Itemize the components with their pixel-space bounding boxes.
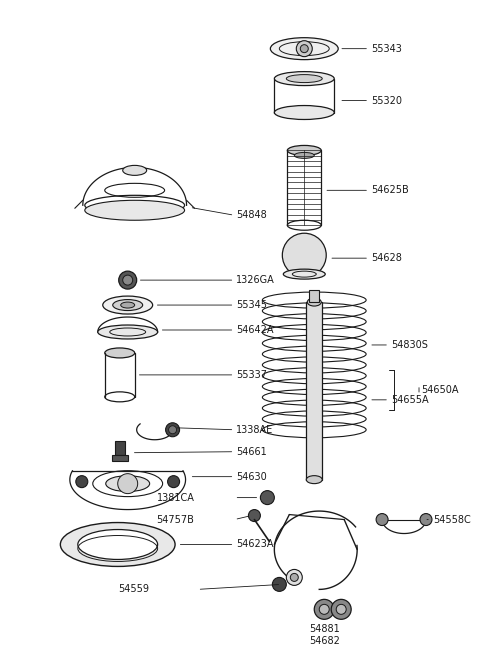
- Ellipse shape: [275, 106, 334, 120]
- Bar: [115, 441, 125, 455]
- Circle shape: [166, 422, 180, 437]
- Text: 54642A: 54642A: [237, 325, 274, 335]
- Ellipse shape: [85, 200, 185, 220]
- Circle shape: [296, 41, 312, 57]
- Bar: [309, 290, 319, 302]
- Circle shape: [376, 514, 388, 526]
- Ellipse shape: [123, 166, 147, 175]
- Ellipse shape: [105, 348, 135, 358]
- Ellipse shape: [113, 300, 143, 311]
- Text: 54625B: 54625B: [371, 185, 409, 195]
- Ellipse shape: [60, 522, 175, 566]
- Text: 54623A: 54623A: [237, 539, 274, 549]
- Circle shape: [282, 233, 326, 277]
- Circle shape: [336, 604, 346, 614]
- Circle shape: [119, 271, 137, 289]
- Ellipse shape: [106, 476, 150, 491]
- Ellipse shape: [287, 75, 322, 83]
- Circle shape: [420, 514, 432, 526]
- Text: 54848: 54848: [237, 210, 267, 220]
- Circle shape: [319, 604, 329, 614]
- Text: 55320: 55320: [371, 95, 402, 106]
- Circle shape: [118, 474, 138, 493]
- Circle shape: [331, 599, 351, 620]
- Ellipse shape: [98, 325, 157, 339]
- Text: 54655A: 54655A: [391, 395, 429, 405]
- Text: 54559: 54559: [119, 584, 150, 595]
- Circle shape: [249, 510, 260, 522]
- Ellipse shape: [78, 530, 157, 560]
- Ellipse shape: [270, 37, 338, 60]
- Ellipse shape: [120, 302, 135, 308]
- Ellipse shape: [103, 296, 153, 314]
- Text: 1338AE: 1338AE: [237, 425, 274, 435]
- Bar: [112, 455, 128, 461]
- Text: 1381CA: 1381CA: [156, 493, 194, 503]
- Text: 54558C: 54558C: [433, 514, 471, 524]
- Circle shape: [272, 578, 287, 591]
- Circle shape: [300, 45, 308, 53]
- Text: 55343: 55343: [371, 43, 402, 54]
- Text: 54682: 54682: [309, 636, 340, 646]
- Ellipse shape: [306, 476, 322, 484]
- Circle shape: [287, 570, 302, 585]
- Ellipse shape: [288, 145, 321, 156]
- Bar: [306, 302, 322, 480]
- Ellipse shape: [294, 152, 314, 158]
- Text: 54830S: 54830S: [391, 340, 428, 350]
- Text: 55345: 55345: [237, 300, 267, 310]
- Circle shape: [290, 574, 298, 581]
- Circle shape: [260, 491, 275, 505]
- Text: 1326GA: 1326GA: [237, 275, 275, 285]
- Circle shape: [76, 476, 88, 487]
- Text: 55337: 55337: [237, 370, 267, 380]
- Ellipse shape: [283, 269, 325, 279]
- Text: 54881: 54881: [309, 624, 340, 634]
- Text: 54630: 54630: [237, 472, 267, 482]
- Text: 54628: 54628: [371, 253, 402, 263]
- Ellipse shape: [275, 72, 334, 85]
- Circle shape: [168, 426, 177, 434]
- Ellipse shape: [307, 298, 321, 306]
- Circle shape: [314, 599, 334, 620]
- Text: 54757B: 54757B: [156, 514, 194, 524]
- Circle shape: [168, 476, 180, 487]
- Text: 54661: 54661: [237, 447, 267, 457]
- Circle shape: [123, 275, 132, 285]
- Text: 54650A: 54650A: [421, 385, 458, 395]
